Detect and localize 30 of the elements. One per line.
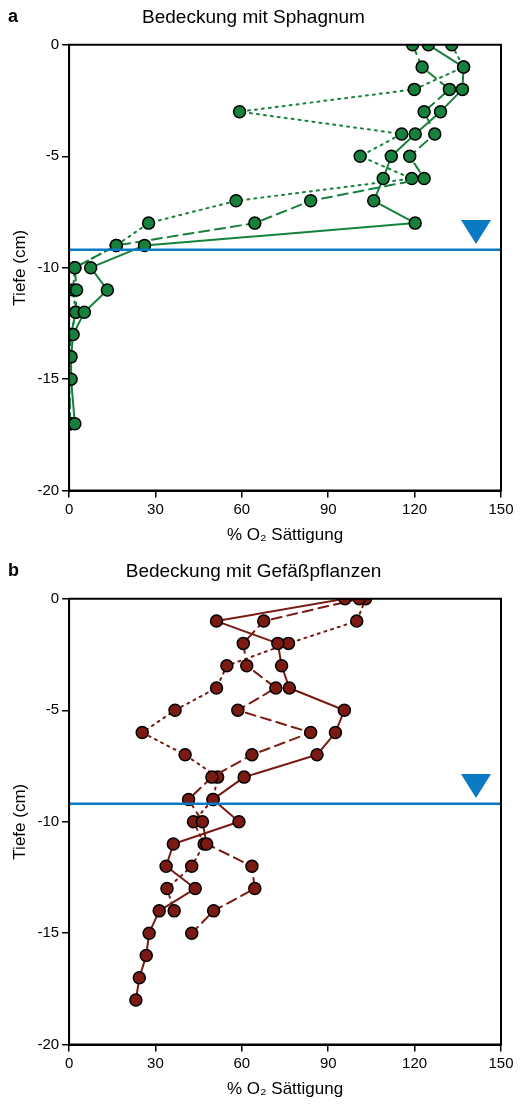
y-tick-label: -10 <box>37 257 60 275</box>
y-tick-label: 0 <box>50 588 60 606</box>
x-tick-label: 90 <box>319 499 337 517</box>
y-tick-label: 0 <box>50 34 60 52</box>
text: b <box>8 559 19 580</box>
x-tick-label: 150 <box>488 499 514 517</box>
y-tick-label: -15 <box>37 923 60 941</box>
x-tick-label: 120 <box>402 499 428 517</box>
x-tick-label: 30 <box>147 499 164 517</box>
x-tick-label: 0 <box>64 499 74 517</box>
x-tick-label: 60 <box>233 499 251 517</box>
x-tick-label: 90 <box>319 1053 337 1071</box>
y-tick-label: -10 <box>37 811 60 829</box>
x-axis-title: % O₂ Sättigung <box>226 525 344 545</box>
x-tick-label: 30 <box>147 1053 164 1071</box>
y-tick-label: -5 <box>45 700 60 718</box>
y-tick-label: -20 <box>37 480 60 498</box>
chart-title: Bedeckung mit Sphagnum <box>142 5 365 27</box>
y-tick-label: -20 <box>37 1034 60 1052</box>
y-axis-title: Tiefe (cm) <box>9 229 29 306</box>
x-tick-label: 0 <box>64 1053 74 1071</box>
y-tick-label: -15 <box>37 369 60 387</box>
x-axis-title: % O₂ Sättigung <box>226 1079 344 1099</box>
y-axis-title: Tiefe (cm) <box>9 783 29 860</box>
x-tick-label: 60 <box>233 1053 251 1071</box>
y-tick-label: -5 <box>45 146 60 164</box>
chart-title: Bedeckung mit Gefäßpflanzen <box>125 559 382 581</box>
text: a <box>8 5 19 26</box>
x-tick-label: 120 <box>402 1053 428 1071</box>
x-tick-label: 150 <box>488 1053 514 1071</box>
